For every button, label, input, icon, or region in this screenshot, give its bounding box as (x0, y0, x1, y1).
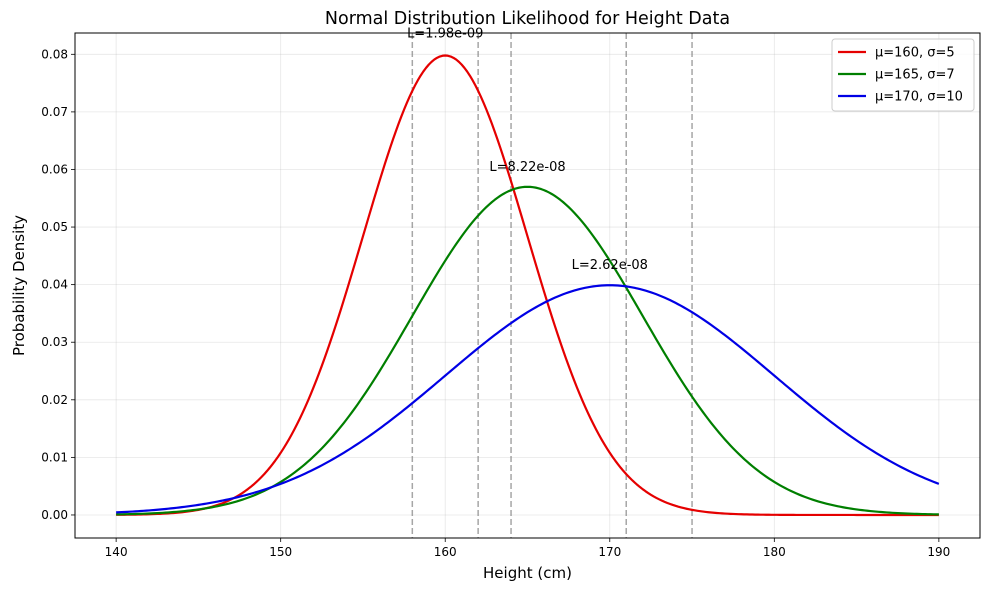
x-tick-label: 160 (434, 545, 457, 559)
series-line (116, 185, 939, 516)
chart-title: Normal Distribution Likelihood for Heigh… (325, 9, 730, 29)
x-tick-label: 180 (763, 545, 786, 559)
y-tick-label: 0.08 (41, 47, 68, 61)
x-tick-label: 150 (269, 545, 292, 559)
legend: μ=160, σ=5 μ=165, σ=7 μ=170, σ=10 (831, 38, 975, 112)
y-tick-label: 0.03 (41, 335, 68, 349)
y-axis-title: Probability Density (10, 215, 28, 356)
likelihood-annotation: L=8.22e-08 (489, 160, 565, 175)
x-tick-label: 190 (927, 545, 950, 559)
legend-label: μ=160, σ=5 (875, 46, 955, 61)
annotations: L=1.98e-09 L=8.22e-08 L=2.62e-08 (407, 27, 648, 273)
series-curves (116, 54, 940, 517)
x-tick-label: 170 (598, 545, 621, 559)
series-line (116, 54, 939, 517)
legend-box (831, 38, 975, 112)
x-axis-ticks: 140 150 160 170 180 190 (105, 538, 950, 559)
x-axis-title: Height (cm) (483, 564, 572, 582)
y-tick-label: 0.04 (41, 278, 68, 292)
y-tick-label: 0.06 (41, 162, 68, 176)
y-tick-label: 0.05 (41, 220, 68, 234)
x-tick-label: 140 (105, 545, 128, 559)
legend-label: μ=170, σ=10 (875, 90, 963, 105)
plot-frame (74, 32, 981, 539)
likelihood-annotation: L=2.62e-08 (572, 258, 648, 273)
y-tick-label: 0.01 (41, 450, 68, 464)
likelihood-annotation: L=1.98e-09 (407, 27, 483, 42)
y-axis-ticks: 0.00 0.01 0.02 0.03 0.04 0.05 0.06 0.07 0.08 (41, 47, 75, 522)
grid (75, 33, 980, 538)
y-tick-label: 0.07 (41, 105, 68, 119)
y-tick-label: 0.02 (41, 393, 68, 407)
legend-label: μ=165, σ=7 (875, 68, 955, 83)
series-line (116, 284, 940, 514)
y-tick-label: 0.00 (41, 508, 68, 522)
